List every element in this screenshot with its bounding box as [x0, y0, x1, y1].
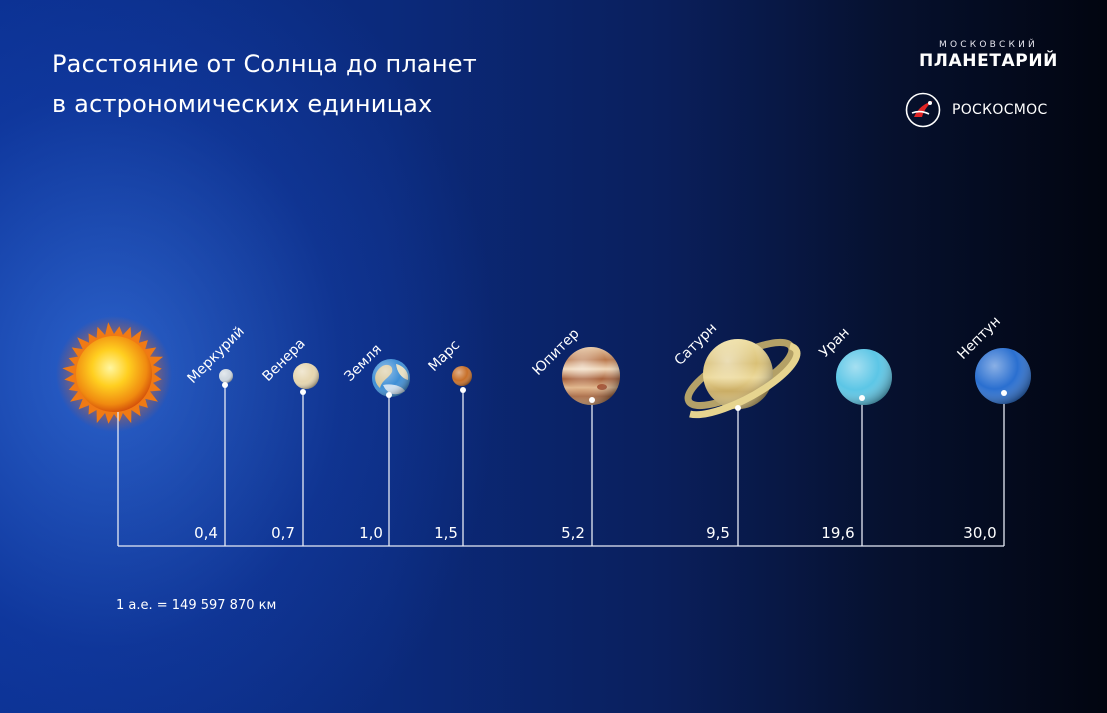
- planetarium-logo-big: ПЛАНЕТАРИЙ: [918, 51, 1058, 71]
- saturn-marker: [735, 405, 741, 411]
- neptune-marker: [1001, 390, 1007, 396]
- title-line-2: в астрономических единицах: [52, 90, 433, 118]
- earth-marker: [386, 392, 392, 398]
- mars-marker: [460, 387, 466, 393]
- distance-venus: 0,7: [271, 524, 295, 542]
- planet-jupiter: Юпитер 5,2: [530, 326, 620, 546]
- planet-uranus: Уран 19,6: [817, 325, 892, 546]
- roscosmos-emblem-icon: [905, 92, 941, 128]
- distance-mars: 1,5: [434, 524, 458, 542]
- planetarium-logo: МОСКОВСКИЙ ПЛАНЕТАРИЙ: [919, 40, 1058, 71]
- mercury-marker: [222, 382, 228, 388]
- roscosmos-logo: РОСКОСМОС: [905, 92, 1048, 128]
- uranus-marker: [859, 395, 865, 401]
- planet-neptune: Нептун 30,0: [955, 313, 1031, 546]
- distance-saturn: 9,5: [706, 524, 730, 542]
- distance-neptune: 30,0: [963, 524, 996, 542]
- page-title: Расстояние от Солнца до планет в астроно…: [52, 44, 477, 124]
- distance-earth: 1,0: [359, 524, 383, 542]
- planet-saturn: Сатурн 9,5: [672, 320, 801, 546]
- planet-mars: Марс 1,5: [426, 337, 472, 546]
- sun: [56, 316, 172, 432]
- distance-mercury: 0,4: [194, 524, 218, 542]
- distance-uranus: 19,6: [821, 524, 854, 542]
- jupiter-marker: [589, 397, 595, 403]
- distance-jupiter: 5,2: [561, 524, 585, 542]
- planet-venus: Венера 0,7: [260, 336, 319, 546]
- label-mercury: Меркурий: [185, 324, 248, 387]
- planetarium-logo-small: МОСКОВСКИЙ: [939, 40, 1038, 50]
- planet-earth: Земля 1,0: [342, 341, 410, 546]
- venus-marker: [300, 389, 306, 395]
- roscosmos-logo-text: РОСКОСМОС: [952, 102, 1048, 118]
- planet-mercury: Меркурий 0,4: [185, 324, 248, 546]
- saturn-ring-front: [689, 342, 801, 419]
- au-footnote: 1 а.е. = 149 597 870 км: [116, 598, 277, 613]
- title-line-1: Расстояние от Солнца до планет: [52, 50, 477, 78]
